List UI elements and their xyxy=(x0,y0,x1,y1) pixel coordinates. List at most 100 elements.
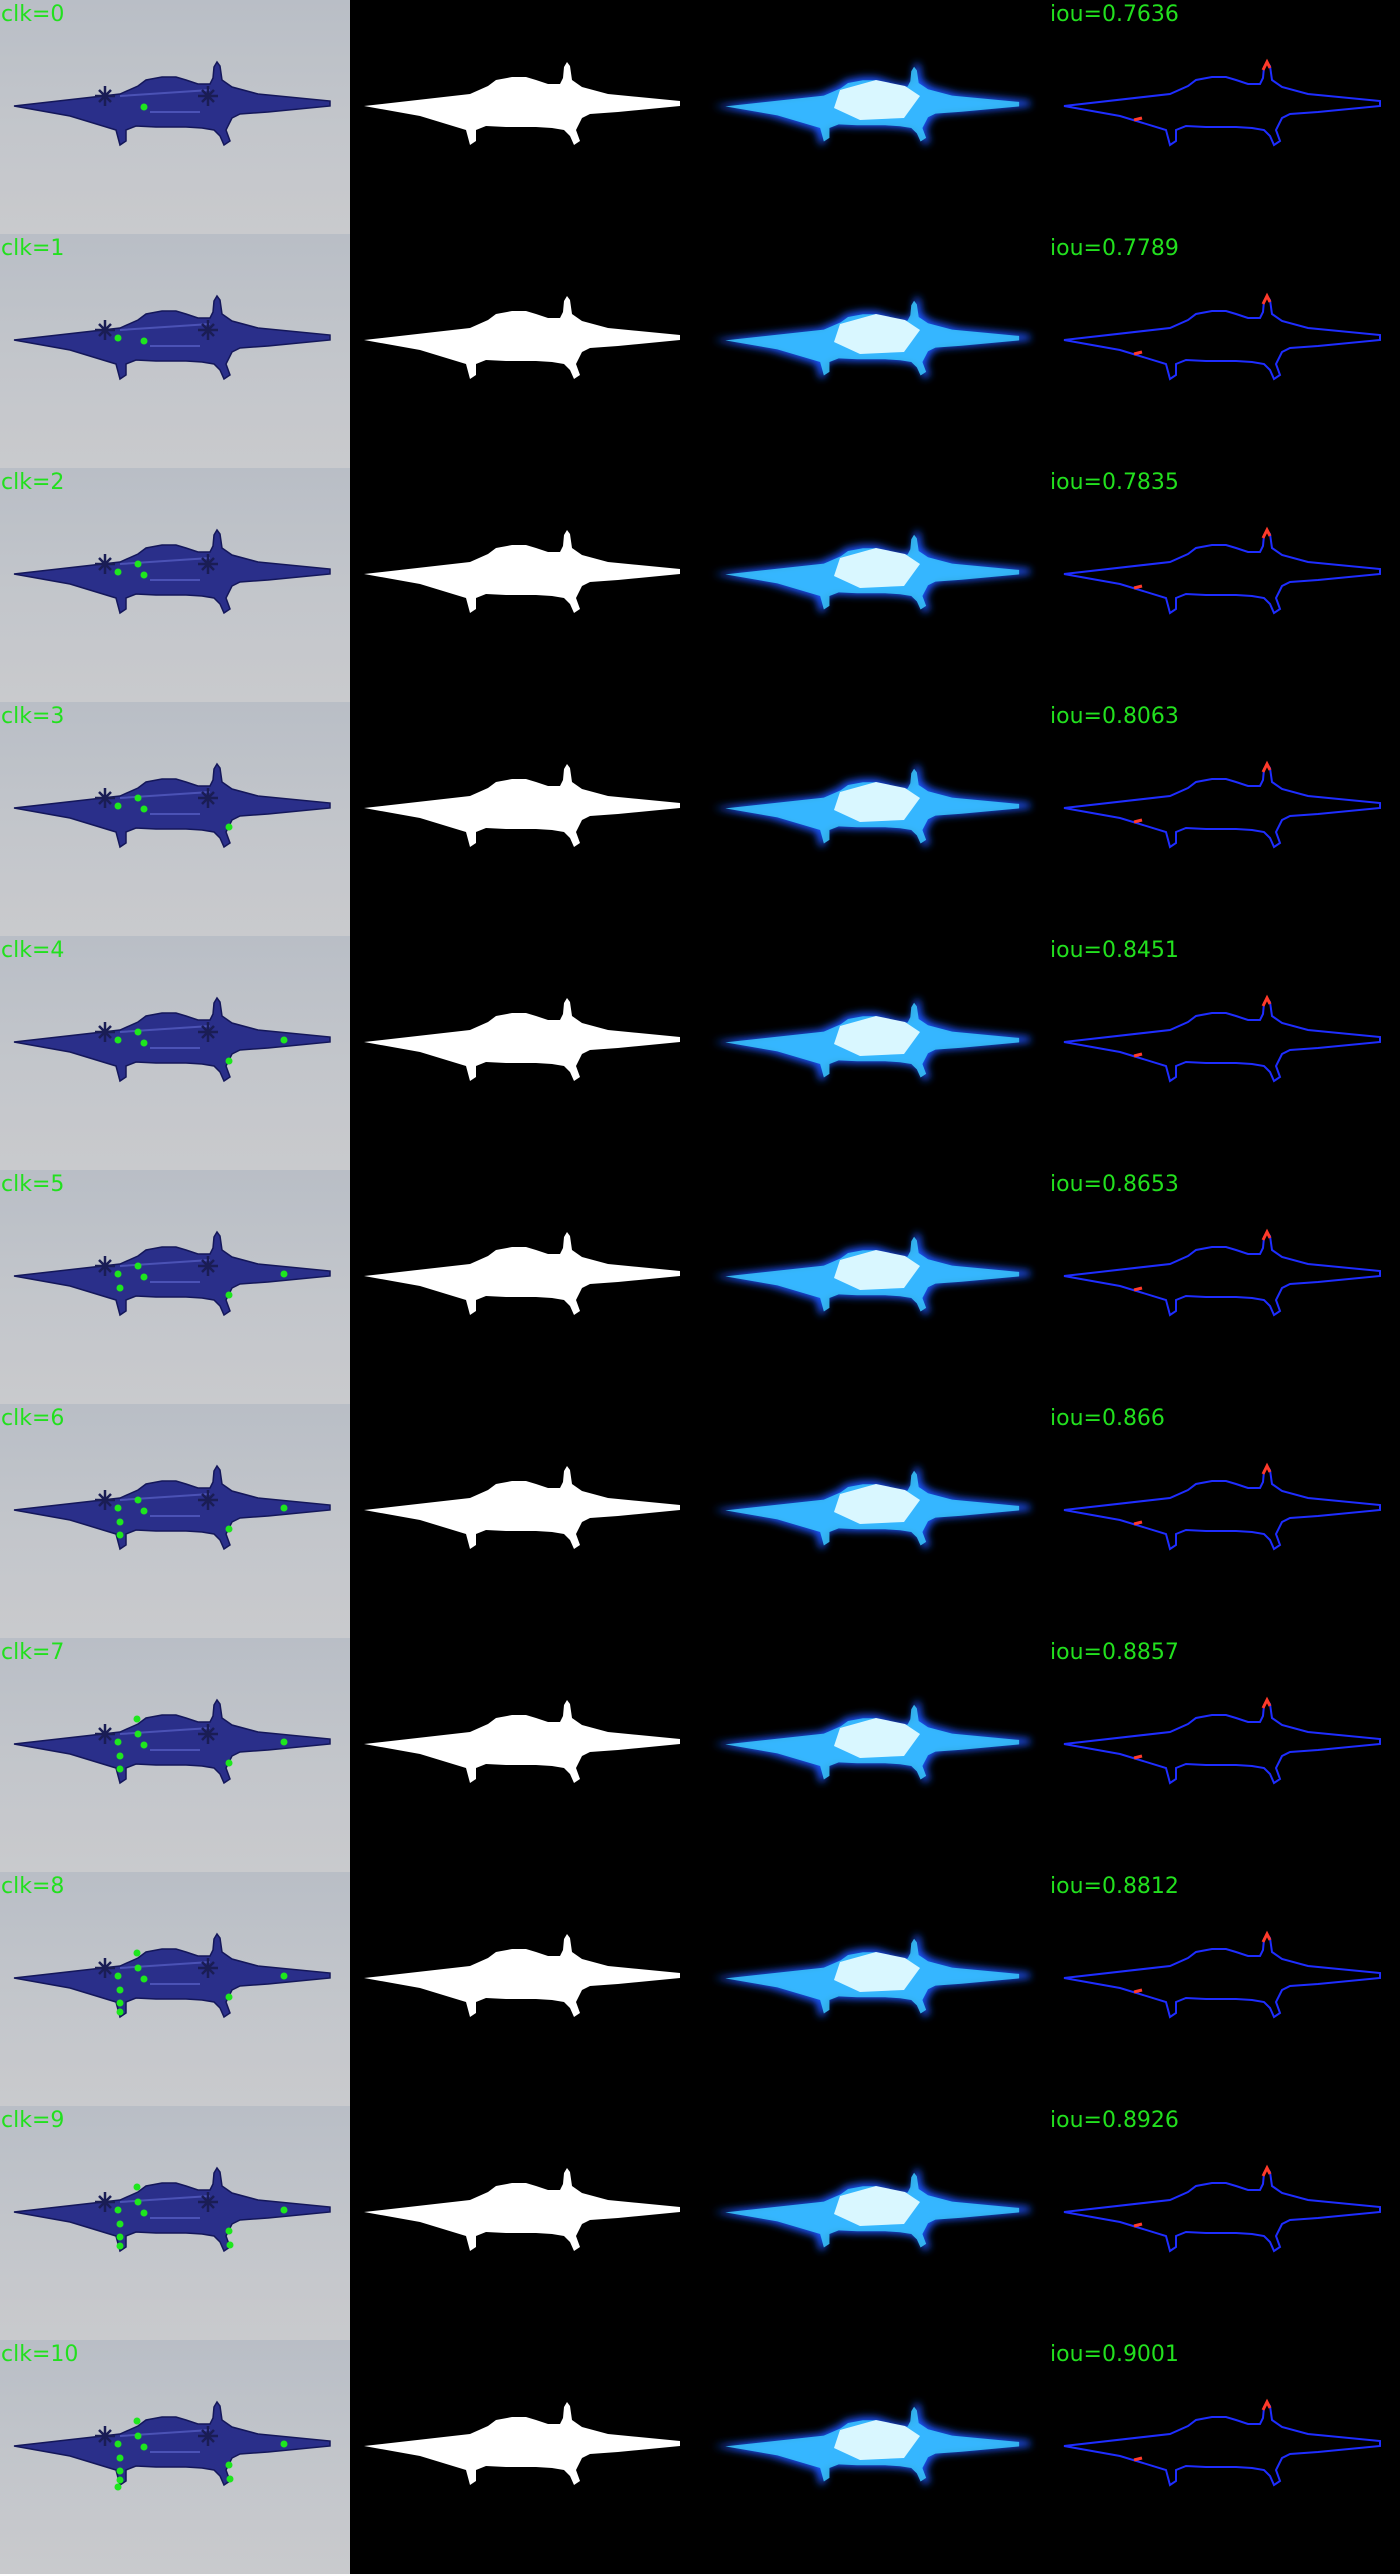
heatmap-glow xyxy=(714,998,1030,1081)
boundary-outline-path xyxy=(1063,1698,1381,1785)
ground-truth-mask xyxy=(350,2340,700,2574)
heatmap-core xyxy=(834,314,920,354)
click-count-label: clk=2 xyxy=(1,470,65,495)
click-count-label: clk=7 xyxy=(1,1640,65,1665)
error-marker xyxy=(1133,1754,1143,1760)
heatmap-glow xyxy=(714,62,1030,145)
propeller-icon xyxy=(95,2192,218,2212)
error-marker xyxy=(1133,1286,1143,1292)
iou-score-label: iou=0.8653 xyxy=(1050,1172,1179,1197)
result-row: clk=7 iou=0.8857 xyxy=(0,1638,1400,1872)
error-boundary-map xyxy=(1050,1170,1400,1404)
propeller-icon xyxy=(95,1256,218,1276)
error-marker xyxy=(1133,2222,1143,2228)
iou-score-label: iou=0.8812 xyxy=(1050,1874,1179,1899)
propeller-icon xyxy=(95,788,218,808)
prediction-heatmap xyxy=(700,702,1050,936)
error-boundary-map xyxy=(1050,1638,1400,1872)
error-marker xyxy=(1261,1462,1272,1475)
click-point-marker xyxy=(226,2475,234,2483)
click-point-marker xyxy=(134,1262,142,1270)
boundary-outline xyxy=(1063,1228,1381,1317)
airplane-shape xyxy=(13,996,331,1083)
result-row: clk=0 iou=0.7636 xyxy=(0,0,1400,234)
click-point-marker xyxy=(134,1964,142,1972)
prediction-heatmap xyxy=(700,234,1050,468)
error-marker xyxy=(1261,760,1272,773)
click-point-marker xyxy=(140,1507,148,1515)
propeller-icon xyxy=(95,320,218,340)
heatmap-glow xyxy=(714,1700,1030,1783)
error-marker xyxy=(1133,1520,1143,1526)
click-count-label: clk=3 xyxy=(1,704,65,729)
click-point-marker xyxy=(114,1036,122,1044)
ground-truth-mask xyxy=(350,0,700,234)
click-count-label: clk=4 xyxy=(1,938,65,963)
heatmap-core xyxy=(834,1016,920,1056)
error-boundary-map xyxy=(1050,1872,1400,2106)
click-point-marker xyxy=(114,334,122,342)
propeller-icon xyxy=(95,1022,218,1042)
ground-truth-mask xyxy=(350,468,700,702)
prediction-heatmap xyxy=(700,2106,1050,2340)
input-airplane-image xyxy=(13,2400,331,2491)
click-point-marker xyxy=(116,2233,124,2241)
heatmap-glow xyxy=(714,764,1030,847)
ground-truth-mask xyxy=(350,1638,700,1872)
error-boundary-map xyxy=(1050,2340,1400,2574)
prediction-heatmap xyxy=(700,0,1050,234)
airplane-shape xyxy=(13,1698,331,1785)
input-image-with-clicks xyxy=(0,2340,350,2574)
click-count-label: clk=8 xyxy=(1,1874,65,1899)
mask-shape xyxy=(364,1232,680,1315)
propeller-icon xyxy=(95,2426,218,2446)
error-marker xyxy=(1261,1930,1272,1943)
result-row: clk=9 iou=0.8926 xyxy=(0,2106,1400,2340)
iou-score-label: iou=0.8926 xyxy=(1050,2108,1179,2133)
click-point-marker xyxy=(114,568,122,576)
click-point-marker xyxy=(114,1504,122,1512)
error-marker xyxy=(1261,1696,1272,1709)
error-marker xyxy=(1261,526,1272,539)
click-point-marker xyxy=(116,1531,124,1539)
click-point-marker xyxy=(114,802,122,810)
click-point-marker xyxy=(134,2198,142,2206)
click-point-marker xyxy=(116,2008,124,2016)
click-point-marker xyxy=(116,1765,124,1773)
iou-score-label: iou=0.7789 xyxy=(1050,236,1179,261)
heatmap-core xyxy=(834,1952,920,1992)
boundary-outline xyxy=(1063,526,1381,615)
click-point-marker xyxy=(116,2476,124,2484)
heatmap-core xyxy=(834,1718,920,1758)
input-image-with-clicks xyxy=(0,0,350,234)
boundary-outline-path xyxy=(1063,1464,1381,1551)
click-point-marker xyxy=(140,571,148,579)
click-point-marker xyxy=(140,1039,148,1047)
mask-silhouette xyxy=(364,2168,680,2251)
error-marker xyxy=(1133,1988,1143,1994)
input-airplane-image xyxy=(13,1698,331,1785)
heatmap-core xyxy=(834,548,920,588)
click-point-marker xyxy=(280,1270,288,1278)
click-point-marker xyxy=(116,1284,124,1292)
click-count-label: clk=0 xyxy=(1,2,65,27)
prediction-heatmap xyxy=(700,1872,1050,2106)
ground-truth-mask xyxy=(350,2106,700,2340)
input-image-with-clicks xyxy=(0,1170,350,1404)
mask-silhouette xyxy=(364,296,680,379)
click-count-label: clk=5 xyxy=(1,1172,65,1197)
heatmap-glow xyxy=(714,1232,1030,1315)
airplane-shape xyxy=(13,2166,331,2253)
click-point-marker xyxy=(140,337,148,345)
mask-silhouette xyxy=(364,530,680,613)
boundary-outline xyxy=(1063,2398,1381,2487)
mask-silhouette xyxy=(364,764,680,847)
error-marker xyxy=(1133,350,1143,356)
airplane-shape xyxy=(13,1932,331,2019)
iou-score-label: iou=0.8451 xyxy=(1050,938,1179,963)
propeller-icon xyxy=(95,86,218,106)
airplane-shape xyxy=(13,60,331,147)
airplane-detail xyxy=(119,89,211,113)
click-point-marker xyxy=(225,1759,233,1767)
click-count-label: clk=6 xyxy=(1,1406,65,1431)
